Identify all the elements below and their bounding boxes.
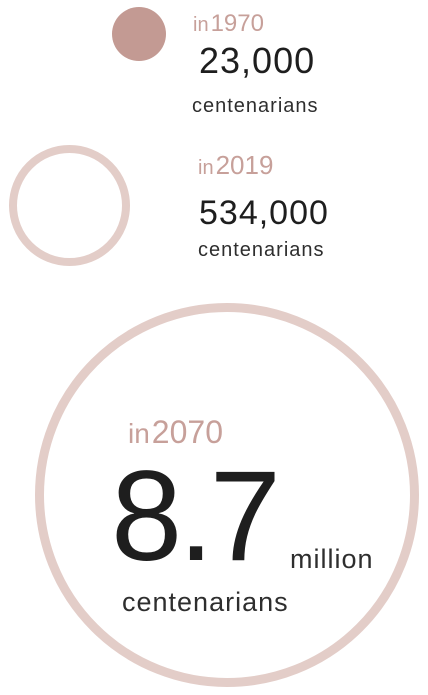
- unit-label-1970: centenarians: [192, 95, 319, 117]
- year-prefix: in: [128, 418, 150, 449]
- value-label-2019: 534,000: [199, 194, 329, 232]
- unit-label-2070: centenarians: [122, 587, 289, 617]
- year-label-2019: in2019: [198, 150, 273, 183]
- year-value: 2070: [151, 414, 223, 450]
- year-label-2070: in2070: [128, 413, 223, 453]
- year-prefix: in: [193, 14, 209, 36]
- year-prefix: in: [198, 157, 214, 179]
- unit-label-2019: centenarians: [198, 239, 325, 261]
- year-label-1970: in1970: [193, 10, 264, 39]
- bubble-2070: [35, 303, 419, 687]
- year-value: 1970: [210, 10, 264, 37]
- value-label-1970: 23,000: [199, 40, 316, 81]
- bubble-1970: [112, 7, 166, 61]
- bubble-2019: [9, 145, 130, 266]
- magnitude-label-2070: million: [290, 544, 374, 574]
- year-value: 2019: [215, 150, 274, 180]
- value-label-2070: 8.7: [111, 445, 281, 588]
